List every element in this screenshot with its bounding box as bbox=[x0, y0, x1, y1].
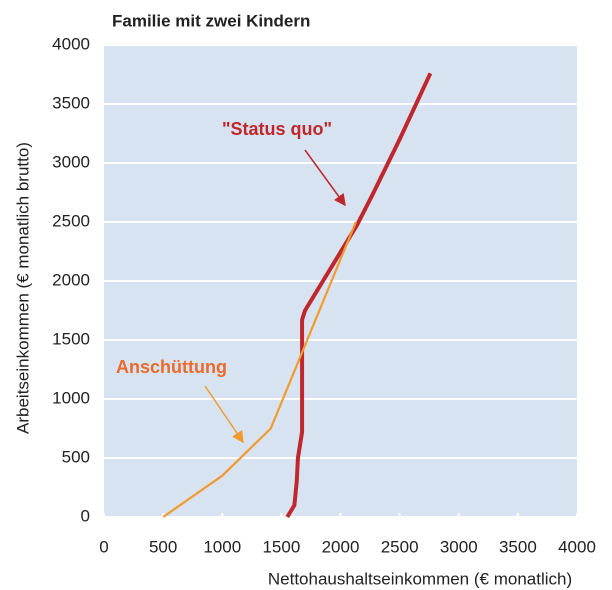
series-label: "Status quo" bbox=[222, 119, 332, 139]
x-tick-label: 0 bbox=[99, 537, 108, 556]
x-tick-label: 1000 bbox=[203, 537, 241, 556]
x-tick-label: 3000 bbox=[440, 537, 478, 556]
x-tick-label: 3500 bbox=[499, 537, 537, 556]
x-tick-label: 2000 bbox=[322, 537, 360, 556]
y-tick-label: 1500 bbox=[52, 329, 90, 348]
arrow bbox=[304, 149, 346, 207]
series-label: Anschüttung bbox=[116, 357, 227, 377]
series-line bbox=[285, 72, 433, 519]
y-axis-label: Arbeitseinkommen (€ monatlich brutto) bbox=[13, 142, 32, 434]
x-tick-label: 2500 bbox=[381, 537, 419, 556]
y-tick-label: 4000 bbox=[52, 34, 90, 53]
series-line bbox=[162, 221, 357, 518]
y-tick-label: 2000 bbox=[52, 270, 90, 289]
x-tick-label: 4000 bbox=[558, 537, 596, 556]
y-tick-label: 0 bbox=[81, 506, 90, 525]
y-tick-label: 2500 bbox=[52, 211, 90, 230]
x-tick-label: 1500 bbox=[262, 537, 300, 556]
y-tick-label: 1000 bbox=[52, 388, 90, 407]
x-tick-label: 500 bbox=[149, 537, 177, 556]
arrow bbox=[204, 385, 244, 444]
y-tick-label: 500 bbox=[62, 447, 90, 466]
chart-title: Familie mit zwei Kindern bbox=[112, 11, 310, 30]
y-tick-label: 3500 bbox=[52, 93, 90, 112]
x-axis-label: Nettohaushaltseinkommen (€ monatlich) bbox=[268, 569, 572, 588]
y-tick-label: 3000 bbox=[52, 152, 90, 171]
